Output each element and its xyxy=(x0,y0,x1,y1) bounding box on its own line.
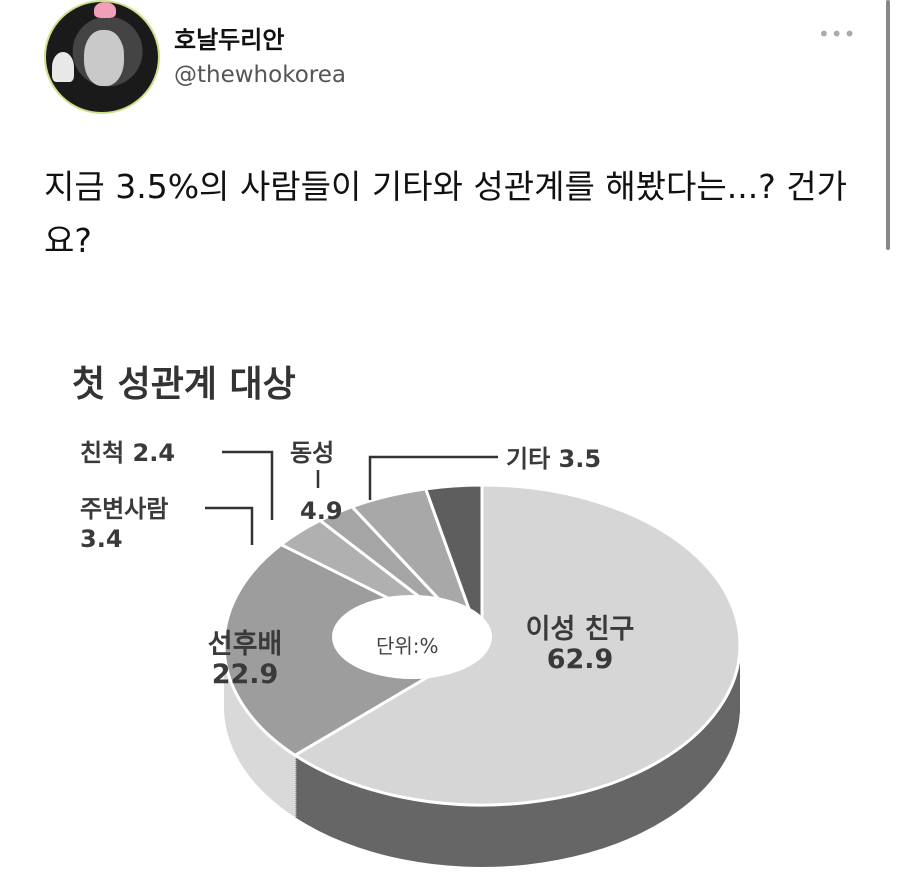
label-opposite-friend-name: 이성 친구 xyxy=(525,614,635,645)
user-handle[interactable]: @thewhokorea xyxy=(174,62,346,88)
label-seniors-juniors: 선후배 22.9 xyxy=(190,630,300,690)
label-same-sex-value: 4.9 xyxy=(300,497,343,525)
chart-title: 첫 성관계 대상 xyxy=(72,364,296,405)
label-acquaintance: 주변사람 3.4 xyxy=(80,494,220,554)
avatar-ghost-sticker xyxy=(52,52,74,82)
label-opposite-friend-value: 62.9 xyxy=(546,644,614,675)
slice-0 xyxy=(292,483,742,807)
scrollbar[interactable] xyxy=(886,0,890,250)
label-relative-name: 친척 xyxy=(80,439,125,467)
label-seniors-juniors-value: 22.9 xyxy=(211,659,279,690)
label-acquaintance-value: 3.4 xyxy=(80,525,123,553)
label-other-value: 3.5 xyxy=(558,445,602,473)
label-acquaintance-name: 주변사람 xyxy=(80,495,169,523)
slice-5 xyxy=(423,483,484,646)
more-horizontal-icon[interactable]: ••• xyxy=(818,22,857,46)
unit-label: 단위:% xyxy=(376,634,439,658)
label-same-sex-name: 동성 xyxy=(290,439,335,467)
label-other-name: 기타 xyxy=(506,445,551,473)
leader-line xyxy=(368,455,498,500)
display-name[interactable]: 호날두리안 xyxy=(174,26,285,54)
label-relative: 친척 2.4 xyxy=(80,438,175,468)
avatar-face xyxy=(84,30,124,86)
label-other: 기타 3.5 xyxy=(506,444,601,474)
label-opposite-friend: 이성 친구 62.9 xyxy=(510,615,650,675)
tweet-text: 지금 3.5%의 사람들이 기타와 성관계를 해봤다는...? 건가요? xyxy=(44,167,847,260)
avatar[interactable] xyxy=(44,0,160,114)
label-relative-value: 2.4 xyxy=(132,439,176,467)
avatar-octopus-sticker xyxy=(94,2,116,18)
label-seniors-juniors-name: 선후배 xyxy=(207,629,283,660)
leader-line xyxy=(205,506,254,545)
donut-hole xyxy=(332,595,492,679)
leader-line xyxy=(222,450,274,520)
